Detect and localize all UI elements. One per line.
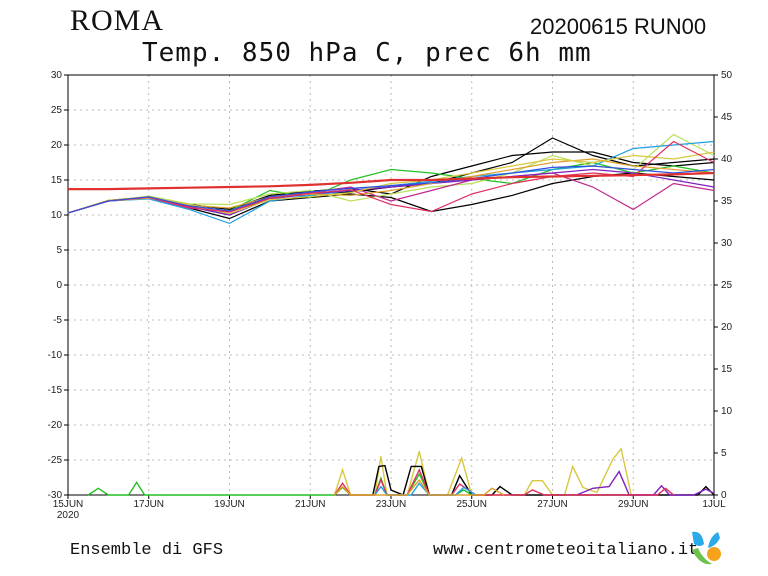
y-left-tick-label: 25 — [51, 105, 63, 116]
temperature-member-line — [67, 151, 715, 214]
y-right-tick-label: 35 — [721, 196, 733, 207]
y-right-tick-label: 30 — [721, 238, 733, 249]
precip-series-line — [87, 472, 473, 496]
y-left-tick-label: -25 — [48, 455, 63, 466]
x-tick-label: 27JUN — [537, 499, 568, 510]
run-label: 20200615 RUN00 — [530, 14, 707, 39]
x-tick-label: 1JUL — [702, 499, 726, 510]
y-right-tick-label: 40 — [721, 154, 733, 165]
site-url[interactable]: www.centrometeoitaliano.it — [433, 541, 699, 560]
y-right-tick-label: 25 — [721, 280, 733, 291]
y-left-tick-label: -10 — [48, 350, 63, 361]
temperature-member-line — [67, 165, 715, 214]
x-tick-label: 25JUN — [456, 499, 487, 510]
city-title: ROMA — [70, 4, 165, 37]
y-left-tick-label: -30 — [48, 490, 63, 501]
x-tick-label: 23JUN — [376, 499, 407, 510]
precip-series-line — [374, 482, 477, 496]
x-tick-label: 17JUN — [133, 499, 164, 510]
y-right-tick-label: 50 — [721, 70, 733, 81]
y-right-tick-label: 0 — [721, 490, 727, 501]
chart-subtitle: Temp. 850 hPa C, prec 6h mm — [142, 38, 592, 68]
ensemble-label: Ensemble di GFS — [70, 541, 224, 560]
x-tick-label: 21JUN — [295, 499, 326, 510]
y-right-tick-label: 10 — [721, 406, 733, 417]
y-left-tick-label: -15 — [48, 385, 63, 396]
y-right-tick-label: 20 — [721, 322, 733, 333]
y-left-tick-label: 20 — [51, 140, 63, 151]
y-left-tick-label: 15 — [51, 175, 63, 186]
y-left-tick-label: 30 — [51, 70, 63, 81]
y-right-tick-label: 45 — [721, 112, 733, 123]
reference-temperature-line — [68, 171, 715, 191]
y-left-tick-label: 0 — [56, 280, 62, 291]
y-right-tick-label: 5 — [721, 448, 727, 459]
y-right-tick-label: 15 — [721, 364, 733, 375]
x-tick-label: 15JUN — [53, 499, 84, 510]
y-left-tick-label: -20 — [48, 420, 63, 431]
y-left-tick-label: -5 — [53, 315, 62, 326]
x-year-label: 2020 — [57, 510, 80, 521]
temperature-member-line — [67, 140, 715, 214]
y-left-tick-label: 5 — [56, 245, 62, 256]
x-tick-label: 29JUN — [618, 499, 649, 510]
x-tick-label: 19JUN — [214, 499, 245, 510]
centrometeo-logo — [692, 531, 721, 565]
y-left-tick-label: 10 — [51, 210, 63, 221]
precip-series-line — [333, 478, 505, 496]
